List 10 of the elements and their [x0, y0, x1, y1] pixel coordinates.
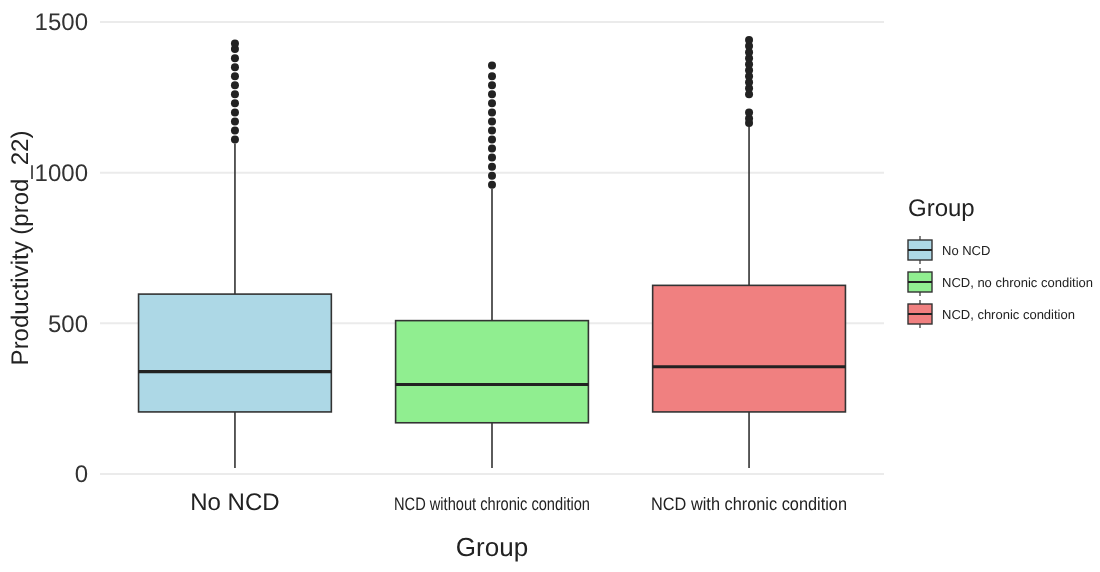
- legend-title: Group: [908, 194, 976, 222]
- y-tick-label: 0: [74, 460, 89, 489]
- x-tick-label: No NCD: [190, 488, 281, 516]
- x-tick-label: NCD with chronic condition: [651, 494, 868, 514]
- y-tick-label: 1500: [34, 8, 89, 37]
- x-tick-label: NCD without chronic condition: [394, 494, 636, 514]
- y-tick-label: 500: [47, 309, 89, 338]
- y-tick-label: 1000: [34, 159, 89, 188]
- y-axis-title: Productivity (prod_22): [6, 130, 34, 366]
- x-axis-title: Group: [455, 532, 529, 562]
